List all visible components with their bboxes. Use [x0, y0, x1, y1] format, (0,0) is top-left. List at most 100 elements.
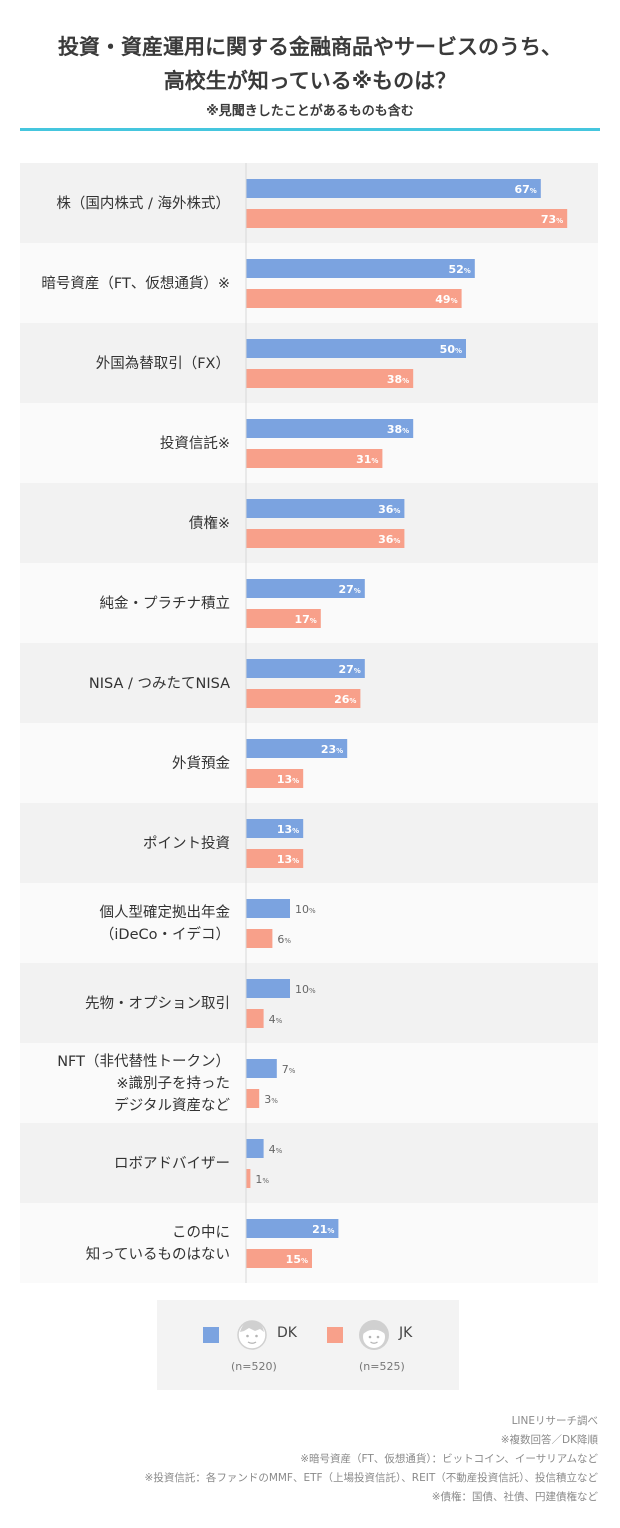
data-label-jk: 4% — [269, 1013, 283, 1026]
data-label-jk: 26% — [334, 693, 356, 706]
data-label-dk: 21% — [312, 1223, 334, 1236]
data-label-jk: 17% — [294, 613, 316, 626]
category-row-bg — [20, 403, 598, 483]
chart-subtitle: ※見聞きしたことがあるものも含む — [206, 104, 414, 119]
bar-jk — [246, 769, 304, 788]
data-label-dk: 36% — [378, 503, 400, 516]
title-divider — [20, 128, 600, 131]
category-row-bg — [20, 883, 598, 963]
data-label-jk: 31% — [356, 453, 378, 466]
bar-dk — [246, 659, 365, 678]
data-label-dk: 27% — [338, 583, 360, 596]
data-label-dk: 38% — [387, 423, 409, 436]
legend-n-dk: (n=520) — [231, 1360, 277, 1373]
category-row-bg — [20, 643, 598, 723]
data-label-jk: 15% — [286, 1253, 308, 1266]
legend-label-jk: JK — [399, 1325, 413, 1341]
category-label: 暗号資産（FT、仮想通貨）※ — [41, 275, 230, 292]
category-label: 投資信託※ — [160, 435, 230, 452]
category-label: 株（国内株式 / 海外株式） — [56, 195, 230, 212]
legend-swatch-dk — [203, 1327, 219, 1343]
bar-jk — [246, 529, 405, 548]
category-label: 先物・オプション取引 — [85, 995, 230, 1012]
category-label: 外国為替取引（FX） — [96, 355, 230, 372]
category-label: NISA / つみたてNISA — [89, 675, 230, 692]
data-label-jk: 36% — [378, 533, 400, 546]
bar-dk — [246, 819, 304, 838]
footnotes: LINEリサーチ調べ ※複数回答／DK降順 ※暗号資産（FT、仮想通貨）：ビット… — [145, 1412, 598, 1507]
category-row-bg — [20, 483, 598, 563]
data-label-dk: 10% — [295, 983, 316, 996]
bar-dk — [246, 1219, 339, 1238]
data-label-dk: 23% — [321, 743, 343, 756]
bar-dk — [246, 179, 541, 198]
data-label-jk: 13% — [277, 853, 299, 866]
category-row-bg — [20, 163, 598, 243]
title-line-1: 投資・資産運用に関する金融商品やサービスのうち、 — [58, 35, 562, 59]
bar-jk — [246, 449, 383, 468]
category-label: この中に知っているものはない — [86, 1224, 230, 1263]
bar-dk — [246, 899, 290, 918]
category-row-bg — [20, 563, 598, 643]
bar-jk — [246, 1089, 260, 1108]
data-label-dk: 52% — [448, 263, 470, 276]
data-label-jk: 73% — [541, 213, 563, 226]
bar-dk — [246, 1059, 277, 1078]
category-label: 債権※ — [189, 515, 230, 532]
bar-jk — [246, 1009, 264, 1028]
category-row-bg — [20, 803, 598, 883]
girl-face-icon — [359, 1320, 389, 1350]
category-row-bg — [20, 963, 598, 1043]
bar-jk — [246, 209, 568, 228]
data-label-jk: 1% — [255, 1173, 269, 1186]
legend-label-dk: DK — [277, 1325, 297, 1341]
footnote-bond: ※債権：国債、社債、円建債権など — [431, 1491, 598, 1503]
category-row-bg — [20, 1123, 598, 1203]
bar-jk — [246, 689, 361, 708]
legend: DK (n=520) JK (n=525) — [157, 1300, 459, 1390]
bar-jk — [246, 289, 462, 308]
bar-jk — [246, 609, 321, 628]
data-label-jk: 3% — [264, 1093, 278, 1106]
category-label: ポイント投資 — [143, 835, 230, 852]
category-label: 個人型確定拠出年金（iDeCo・イデコ） — [100, 904, 231, 943]
bar-dk — [246, 739, 348, 758]
bar-jk — [246, 849, 304, 868]
data-label-jk: 38% — [387, 373, 409, 386]
bar-dk — [246, 419, 414, 438]
bar-dk — [246, 499, 405, 518]
bar-chart: 株（国内株式 / 海外株式） 67% 73% 暗号資産（FT、仮想通貨）※ 52% 49%… — [20, 163, 598, 1283]
data-label-dk: 50% — [440, 343, 462, 356]
category-label: NFT（非代替性トークン）※識別子を持ったデジタル資産など — [57, 1053, 230, 1114]
category-row-bg — [20, 323, 598, 403]
bar-jk — [246, 1249, 312, 1268]
bar-dk — [246, 259, 475, 278]
data-label-dk: 4% — [269, 1143, 283, 1156]
data-label-dk: 27% — [338, 663, 360, 676]
bar-jk — [246, 369, 414, 388]
footnote-crypto: ※暗号資産（FT、仮想通貨）：ビットコイン、イーサリアムなど — [300, 1453, 598, 1465]
bar-jk — [246, 929, 273, 948]
title-line-2: 高校生が知っている※ものは？ — [163, 69, 457, 93]
category-label: ロボアドバイザー — [114, 1155, 230, 1172]
data-label-dk: 13% — [277, 823, 299, 836]
category-row-bg — [20, 723, 598, 803]
data-label-dk: 10% — [295, 903, 316, 916]
legend-n-jk: (n=525) — [359, 1360, 405, 1373]
legend-swatch-jk — [327, 1327, 343, 1343]
data-label-jk: 49% — [435, 293, 457, 306]
bar-dk — [246, 1139, 264, 1158]
bar-dk — [246, 579, 365, 598]
bar-dk — [246, 979, 290, 998]
category-row-bg — [20, 243, 598, 323]
footnote-method: ※複数回答／DK降順 — [500, 1434, 598, 1446]
data-label-jk: 6% — [277, 933, 291, 946]
data-label-dk: 67% — [514, 183, 536, 196]
footnote-source: LINEリサーチ調べ — [511, 1415, 598, 1427]
footnote-fund: ※投資信託：各ファンドのMMF、ETF（上場投資信託）、REIT（不動産投資信託… — [144, 1472, 598, 1484]
category-row-bg — [20, 1203, 598, 1283]
boy-face-icon — [237, 1320, 267, 1350]
category-row-bg — [20, 1043, 598, 1123]
chart-title: 投資・資産運用に関する金融商品やサービスのうち、 高校生が知っている※ものは？ — [0, 30, 620, 98]
category-label: 純金・プラチナ積立 — [100, 595, 231, 612]
